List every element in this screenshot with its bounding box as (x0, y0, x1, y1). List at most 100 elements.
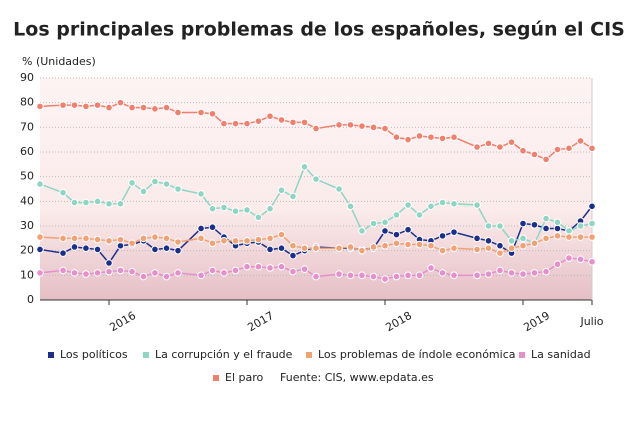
data-point (174, 246, 182, 255)
data-point (105, 200, 113, 208)
data-point (93, 101, 102, 109)
data-point (243, 119, 251, 128)
data-point (588, 202, 596, 211)
data-point (496, 241, 504, 250)
data-point (174, 269, 182, 277)
data-point (484, 222, 493, 230)
data-point (415, 240, 424, 249)
legend: Los políticos La corrupción y el fraude Lo… (48, 348, 591, 384)
data-point (392, 230, 401, 239)
legend-label: La sanidad (531, 348, 591, 361)
data-point (128, 103, 136, 112)
data-point (277, 262, 286, 271)
data-point (496, 249, 504, 257)
data-point (312, 175, 320, 183)
data-point (507, 237, 516, 245)
data-point (220, 269, 228, 277)
data-point (116, 241, 125, 250)
data-point (553, 224, 562, 233)
data-point (507, 269, 516, 277)
data-point (484, 270, 493, 278)
data-point (404, 271, 412, 280)
data-point (438, 198, 447, 207)
data-point (208, 204, 217, 213)
data-point (59, 188, 67, 197)
data-point (70, 234, 79, 243)
data-point (427, 133, 435, 141)
data-point (289, 118, 297, 127)
data-point (289, 241, 297, 250)
data-point (553, 145, 562, 154)
data-point (519, 234, 527, 243)
data-point (565, 233, 573, 241)
data-point (358, 246, 366, 255)
data-point (82, 244, 90, 252)
data-point (70, 243, 79, 251)
data-point (70, 269, 79, 277)
data-point (162, 244, 171, 252)
data-point (266, 112, 274, 121)
data-point (542, 234, 550, 243)
data-point (254, 235, 263, 244)
data-point (139, 272, 148, 281)
data-point (542, 214, 550, 223)
data-point (450, 244, 458, 252)
data-point (519, 146, 527, 155)
data-point (335, 270, 343, 278)
data-point (565, 227, 573, 235)
legend-swatch (143, 352, 149, 358)
x-tick-label: 2019 (521, 309, 552, 334)
data-point (116, 200, 125, 208)
data-point (588, 233, 596, 241)
data-point (162, 103, 171, 112)
data-point (450, 228, 458, 236)
y-tick-label: 70 (20, 120, 34, 133)
data-point (542, 224, 550, 233)
data-point (496, 143, 504, 151)
data-point (36, 245, 44, 254)
data-point (105, 103, 113, 112)
data-point (450, 133, 458, 141)
data-point (346, 202, 355, 211)
data-point (208, 223, 217, 232)
data-point (530, 150, 539, 159)
data-point (277, 230, 286, 239)
data-point (139, 103, 148, 112)
y-tick-label: 0 (27, 293, 34, 306)
data-point (519, 270, 527, 278)
data-point (404, 201, 412, 209)
data-point (553, 232, 562, 240)
data-point (415, 271, 424, 280)
y-tick-label: 90 (20, 71, 34, 84)
data-point (243, 237, 251, 245)
data-point (105, 267, 113, 276)
data-point (231, 266, 240, 275)
data-point (277, 244, 286, 252)
data-point (542, 155, 550, 164)
data-point (151, 105, 159, 113)
data-point (507, 244, 516, 252)
data-point (116, 98, 125, 107)
data-point (174, 108, 182, 117)
data-point (438, 232, 447, 240)
data-point (312, 272, 320, 281)
data-point (358, 122, 366, 130)
data-point (530, 239, 539, 248)
data-point (254, 262, 263, 271)
data-point (162, 180, 171, 188)
plot-background (40, 78, 592, 300)
data-point (93, 197, 102, 206)
x-tick-label: 2018 (383, 309, 414, 334)
data-point (473, 201, 481, 209)
data-point (59, 234, 67, 243)
data-point (369, 272, 378, 281)
legend-label: Los problemas de índole económica (318, 348, 516, 361)
data-point (116, 235, 125, 244)
data-point (335, 185, 343, 193)
data-point (484, 244, 493, 252)
y-tick-label: 60 (20, 145, 34, 158)
data-point (346, 121, 355, 129)
data-point (93, 235, 102, 244)
data-point (266, 264, 274, 272)
data-point (151, 233, 159, 241)
